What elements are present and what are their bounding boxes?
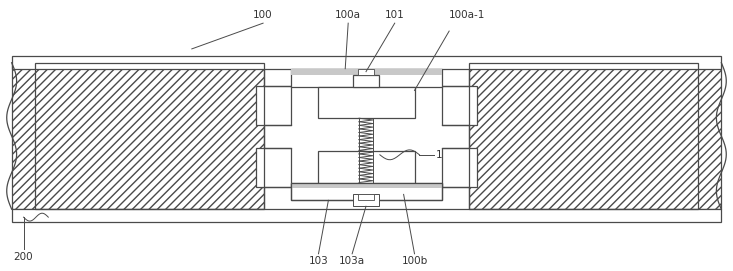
Bar <box>291 69 442 86</box>
Bar <box>12 209 721 222</box>
Bar <box>469 63 698 209</box>
Text: 100b: 100b <box>402 256 427 266</box>
Bar <box>256 148 291 188</box>
Bar <box>291 182 442 188</box>
Bar <box>291 182 442 200</box>
Bar <box>12 63 264 209</box>
Bar <box>442 148 477 188</box>
Bar <box>353 75 379 86</box>
Bar <box>35 63 264 209</box>
Text: 103a: 103a <box>339 256 365 266</box>
Bar <box>469 63 721 209</box>
Bar <box>12 56 721 69</box>
Text: 102: 102 <box>436 150 456 160</box>
Bar <box>359 118 373 182</box>
Bar <box>358 69 374 75</box>
Bar <box>353 194 379 206</box>
Text: 100: 100 <box>254 10 273 20</box>
Text: 103: 103 <box>309 256 328 266</box>
Bar <box>358 194 374 200</box>
Bar <box>256 86 291 125</box>
Bar <box>317 86 414 118</box>
Bar <box>317 151 414 182</box>
Text: 200: 200 <box>14 252 34 262</box>
Text: 100a-1: 100a-1 <box>449 10 485 20</box>
Text: 101: 101 <box>385 10 405 20</box>
Bar <box>291 182 442 200</box>
Bar <box>442 86 477 125</box>
Bar <box>291 69 442 75</box>
Text: 100a: 100a <box>335 10 361 20</box>
